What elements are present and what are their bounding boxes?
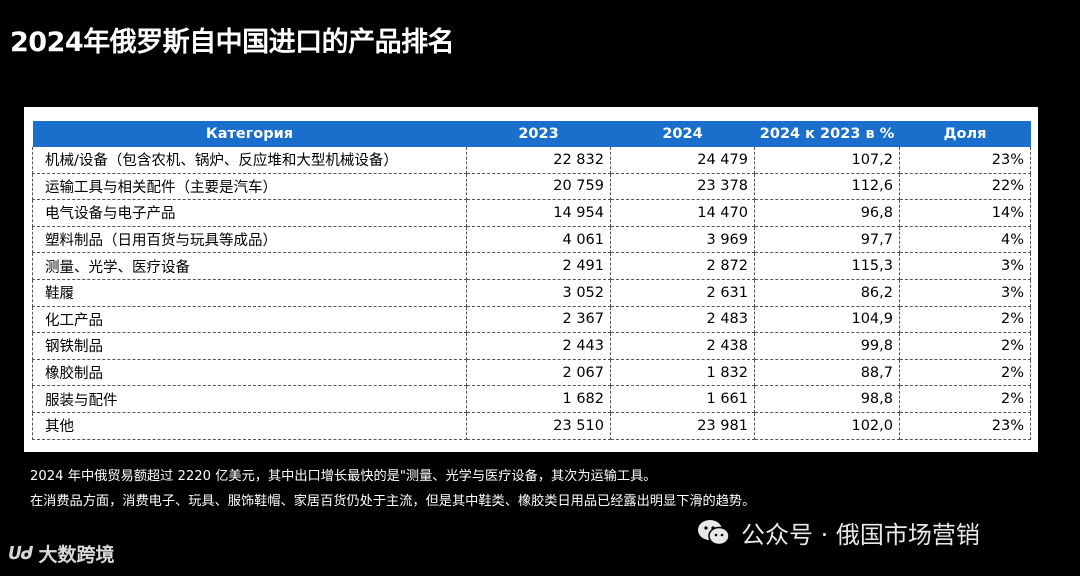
cell-2024: 23 981	[610, 412, 755, 440]
cell-category: 机械/设备（包含农机、锅炉、反应堆和大型机械设备）	[32, 147, 467, 174]
header-change: 2024 к 2023 в %	[754, 121, 900, 147]
header-2024: 2024	[610, 121, 755, 147]
header-2023: 2023	[466, 121, 611, 147]
cell-2023: 2 367	[466, 306, 611, 334]
cell-change: 112,6	[754, 173, 900, 201]
cell-change: 96,8	[754, 199, 900, 227]
cell-2023: 22 832	[466, 147, 611, 174]
table-row: 钢铁制品 2 443 2 438 99,8 2%	[32, 332, 1031, 360]
table-row: 鞋履 3 052 2 631 86,2 3%	[32, 279, 1031, 307]
cell-2023: 20 759	[466, 173, 611, 201]
cell-share: 22%	[899, 173, 1031, 201]
cell-share: 23%	[899, 412, 1031, 440]
header-category: Категория	[32, 121, 467, 147]
table-panel: Категория 2023 2024 2024 к 2023 в % Доля…	[24, 107, 1038, 452]
cell-share: 3%	[899, 279, 1031, 307]
cell-2023: 1 682	[466, 385, 611, 413]
cell-2023: 23 510	[466, 412, 611, 440]
table-row: 服装与配件 1 682 1 661 98,8 2%	[32, 385, 1031, 413]
cell-share: 2%	[899, 332, 1031, 360]
brand-logo: ᑌᑯ 大数跨境	[8, 540, 114, 567]
cell-2024: 1 832	[610, 359, 755, 387]
logo-mark-icon: ᑌᑯ	[8, 543, 33, 564]
cell-2024: 3 969	[610, 226, 755, 254]
cell-category: 化工产品	[32, 306, 467, 334]
cell-2023: 2 491	[466, 252, 611, 280]
footnote-2: 在消费品方面，消费电子、玩具、服饰鞋帽、家居百货仍处于主流，但是其中鞋类、橡胶类…	[30, 494, 756, 509]
table-body: 机械/设备（包含农机、锅炉、反应堆和大型机械设备） 22 832 24 479 107…	[32, 147, 1031, 440]
table-header-row: Категория 2023 2024 2024 к 2023 в % Доля	[32, 121, 1031, 147]
cell-2023: 14 954	[466, 199, 611, 227]
cell-2024: 23 378	[610, 173, 755, 201]
table-row: 机械/设备（包含农机、锅炉、反应堆和大型机械设备） 22 832 24 479 107…	[32, 147, 1031, 174]
cell-2023: 2 443	[466, 332, 611, 360]
wechat-account-name: 公众号 · 俄国市场营销	[741, 521, 980, 549]
logo-text: 大数跨境	[38, 544, 115, 566]
table-row: 测量、光学、医疗设备 2 491 2 872 115,3 3%	[32, 252, 1031, 280]
cell-2023: 3 052	[466, 279, 611, 307]
footnote-1: 2024 年中俄贸易额超过 2220 亿美元，其中出口增长最快的是"测量、光学与…	[30, 469, 657, 484]
cell-share: 23%	[899, 147, 1031, 174]
cell-change: 104,9	[754, 306, 900, 334]
cell-2023: 2 067	[466, 359, 611, 387]
wechat-icon	[698, 519, 730, 545]
cell-share: 14%	[899, 199, 1031, 227]
cell-share: 2%	[899, 385, 1031, 413]
import-table: Категория 2023 2024 2024 к 2023 в % Доля…	[32, 121, 1031, 440]
cell-change: 107,2	[754, 147, 900, 174]
cell-2024: 2 872	[610, 252, 755, 280]
cell-change: 102,0	[754, 412, 900, 440]
table-row: 运输工具与相关配件（主要是汽车） 20 759 23 378 112,6 22%	[32, 173, 1031, 201]
cell-2024: 24 479	[610, 147, 755, 174]
table-row: 橡胶制品 2 067 1 832 88,7 2%	[32, 359, 1031, 387]
wechat-watermark: 公众号 · 俄国市场营销	[697, 515, 980, 550]
cell-change: 115,3	[754, 252, 900, 280]
cell-2024: 2 438	[610, 332, 755, 360]
cell-change: 86,2	[754, 279, 900, 307]
cell-2024: 1 661	[610, 385, 755, 413]
cell-share: 2%	[899, 306, 1031, 334]
cell-share: 2%	[899, 359, 1031, 387]
table-row: 塑料制品（日用百货与玩具等成品） 4 061 3 969 97,7 4%	[32, 226, 1031, 254]
cell-share: 4%	[899, 226, 1031, 254]
cell-category: 橡胶制品	[32, 359, 467, 387]
table-row: 化工产品 2 367 2 483 104,9 2%	[32, 306, 1031, 334]
cell-change: 97,7	[754, 226, 900, 254]
header-share: Доля	[899, 121, 1031, 147]
cell-category: 钢铁制品	[32, 332, 467, 360]
cell-share: 3%	[899, 252, 1031, 280]
cell-2024: 2 631	[610, 279, 755, 307]
cell-change: 88,7	[754, 359, 900, 387]
cell-category: 测量、光学、医疗设备	[32, 252, 467, 280]
cell-category: 鞋履	[32, 279, 467, 307]
cell-change: 98,8	[754, 385, 900, 413]
table-row: 电气设备与电子产品 14 954 14 470 96,8 14%	[32, 199, 1031, 227]
cell-change: 99,8	[754, 332, 900, 360]
page-title: 2024年俄罗斯自中国进口的产品排名	[10, 27, 455, 58]
cell-category: 运输工具与相关配件（主要是汽车）	[32, 173, 467, 201]
table-row: 其他 23 510 23 981 102,0 23%	[32, 412, 1031, 440]
cell-2023: 4 061	[466, 226, 611, 254]
cell-category: 服装与配件	[32, 385, 467, 413]
cell-category: 电气设备与电子产品	[32, 199, 467, 227]
cell-2024: 2 483	[610, 306, 755, 334]
cell-category: 塑料制品（日用百货与玩具等成品）	[32, 226, 467, 254]
cell-2024: 14 470	[610, 199, 755, 227]
cell-category: 其他	[32, 412, 467, 440]
